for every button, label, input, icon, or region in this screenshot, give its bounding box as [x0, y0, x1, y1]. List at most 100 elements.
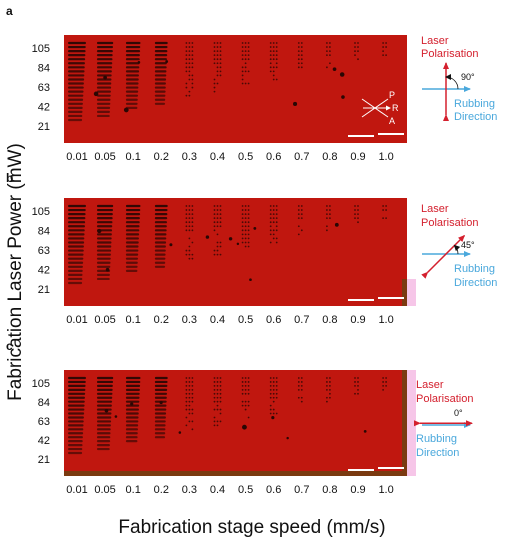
x-tick-label: 0.2 — [154, 314, 169, 326]
feature-dot — [247, 384, 250, 387]
defect-spot — [242, 424, 247, 430]
feature-dot — [241, 392, 244, 395]
feature-dot — [216, 62, 219, 65]
feature-line — [96, 257, 111, 260]
feature-line — [96, 245, 112, 248]
feature-line — [125, 45, 141, 49]
feature-line — [68, 428, 84, 431]
feature-dot — [191, 253, 194, 256]
feature-dot — [297, 217, 300, 220]
feature-dot — [357, 46, 359, 48]
x-tick-label: 0.8 — [322, 484, 337, 496]
feature-dot — [216, 50, 219, 53]
feature-line — [154, 265, 166, 268]
y-axis-title: Fabrication Laser Power (mW) — [5, 143, 26, 401]
feature-dot — [272, 377, 275, 379]
feature-dot — [297, 50, 300, 53]
feature-line — [68, 233, 85, 236]
y-tick-label: 63 — [38, 82, 50, 94]
feature-dot — [297, 66, 300, 69]
x-tick-label: 1.0 — [378, 151, 393, 163]
feature-dot — [297, 396, 300, 399]
feature-line — [68, 440, 83, 443]
feature-dot — [241, 233, 244, 236]
y-tick-label: 21 — [38, 454, 50, 466]
feature-dot — [297, 54, 300, 57]
feature-dot — [357, 205, 359, 207]
feature-dot — [297, 205, 300, 207]
feature-dot — [272, 408, 275, 411]
feature-line — [68, 94, 84, 97]
feature-dot — [244, 245, 247, 248]
feature-line — [125, 58, 140, 61]
feature-dot — [244, 217, 247, 220]
feature-line — [96, 114, 110, 118]
feature-line — [96, 90, 111, 93]
feature-dot — [385, 46, 387, 48]
feature-dot — [275, 54, 278, 57]
feature-dot — [272, 54, 275, 57]
feature-dot — [247, 225, 250, 228]
feature-dot — [329, 392, 331, 395]
feature-line — [68, 114, 83, 118]
feature-dot — [300, 400, 303, 403]
feature-line — [68, 376, 86, 380]
x-tick-labels: 0.01 0.05 0.1 0.2 0.3 0.4 0.5 0.6 0.7 0.8 0.9 1.0 — [66, 151, 393, 163]
feature-dot — [269, 213, 272, 216]
defect-spot — [292, 101, 298, 107]
feature-line — [68, 424, 84, 427]
feature-dot — [241, 46, 244, 48]
x-tick-label: 0.01 — [66, 314, 87, 326]
feature-dot — [216, 408, 219, 411]
feature-dot — [326, 205, 328, 207]
feature-line — [125, 229, 140, 232]
feature-dot — [219, 392, 222, 395]
x-tick-label: 0.4 — [210, 314, 225, 326]
feature-dot — [272, 392, 275, 395]
feature-line — [96, 376, 114, 380]
feature-dot — [354, 54, 356, 57]
feature-dot — [247, 58, 250, 61]
defect-spot — [249, 278, 252, 282]
feature-line — [154, 241, 167, 244]
feature-dot — [357, 209, 359, 211]
feature-dot — [188, 225, 191, 228]
feature-dot — [219, 388, 222, 391]
feature-line — [68, 208, 86, 212]
substrate — [64, 198, 407, 306]
edge-strip — [407, 370, 416, 476]
feature-dot — [247, 42, 250, 44]
feature-dot — [241, 388, 244, 391]
feature-dot — [213, 388, 216, 391]
x-tick-label: 0.5 — [238, 151, 253, 163]
feature-dot — [188, 249, 191, 252]
feature-dot — [385, 381, 387, 383]
feature-dot — [188, 50, 191, 53]
x-tick-label: 0.2 — [154, 484, 169, 496]
feature-dot — [191, 221, 194, 224]
feature-dot — [272, 42, 275, 44]
feature-dot — [275, 396, 278, 399]
feature-dot — [185, 400, 188, 403]
feature-dot — [216, 74, 219, 77]
feature-line — [154, 396, 167, 399]
feature-dot — [269, 404, 272, 407]
rubbing-label-line1: Rubbing — [454, 98, 495, 110]
feature-dot — [188, 396, 191, 399]
feature-dot — [354, 217, 356, 220]
feature-line — [68, 408, 85, 411]
feature-dot — [185, 253, 188, 256]
feature-dot — [244, 58, 247, 61]
feature-line — [154, 90, 166, 93]
feature-dot — [244, 213, 247, 216]
feature-dot — [244, 70, 247, 73]
defect-spot — [253, 226, 257, 230]
feature-dot — [297, 388, 300, 391]
feature-line — [96, 444, 110, 447]
feature-dot — [275, 78, 278, 81]
feature-dot — [191, 42, 194, 44]
feature-dot — [216, 253, 219, 256]
x-tick-label: 0.1 — [126, 314, 141, 326]
panel-a: a 105 84 63 42 21 0.01 0.05 0.1 0.2 0.3 0.4 0.5 0.6… — [6, 4, 497, 163]
feature-line — [154, 102, 166, 105]
